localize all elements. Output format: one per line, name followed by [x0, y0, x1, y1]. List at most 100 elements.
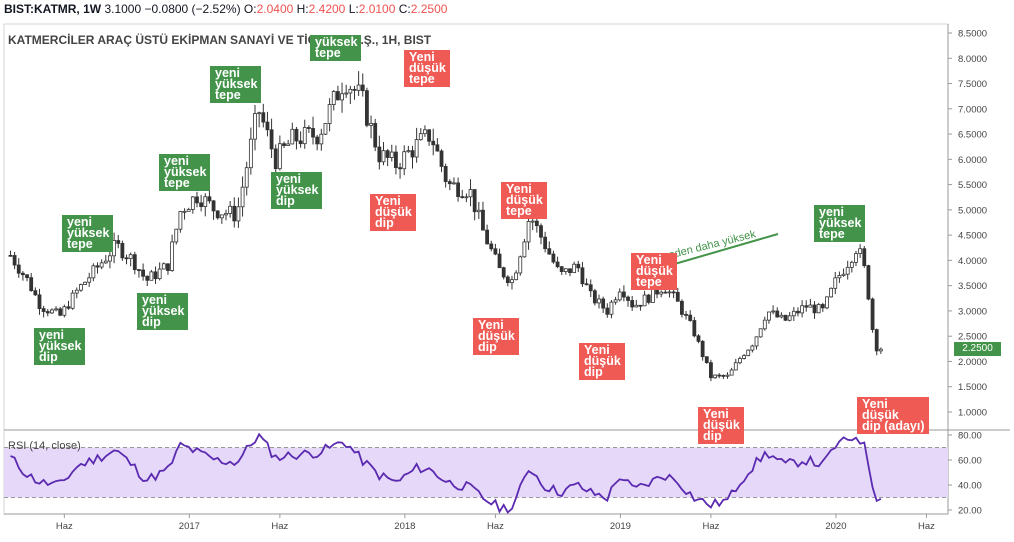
candle-body: [306, 127, 311, 129]
candle-body: [418, 133, 423, 141]
candle-body: [501, 267, 506, 278]
candle-body: [510, 279, 514, 284]
candle-body: [725, 374, 730, 377]
time-tick-label: Haz: [918, 521, 935, 532]
candle: [62, 304, 67, 318]
rsi-tick-label: 40.00: [958, 481, 982, 492]
price-tick-label: 5.0000: [958, 205, 987, 216]
candle: [787, 311, 792, 322]
candle-body: [505, 276, 510, 284]
candle: [178, 210, 183, 233]
candle: [360, 73, 365, 97]
candle-body: [83, 281, 87, 285]
close-value: 2.2500: [410, 2, 448, 16]
candle-body: [195, 196, 199, 204]
candle: [174, 228, 179, 245]
candle: [16, 258, 21, 278]
candle-body: [742, 355, 746, 359]
candle-body: [16, 264, 21, 274]
candle: [410, 145, 415, 169]
candle-body: [443, 166, 448, 183]
candle-body: [277, 143, 282, 170]
candle-body: [613, 299, 618, 303]
candle-body: [91, 265, 96, 279]
candle: [601, 296, 606, 313]
candle-body: [29, 277, 34, 292]
candle: [493, 243, 498, 256]
candle-body: [849, 261, 854, 268]
candle: [572, 261, 577, 274]
candle-body: [58, 308, 63, 316]
candle-body: [103, 260, 108, 264]
candle: [335, 85, 340, 101]
candle: [116, 235, 121, 249]
candle: [91, 263, 96, 282]
candle: [800, 300, 805, 318]
candle: [58, 306, 63, 317]
candle: [8, 250, 13, 257]
rsi-tick-label: 80.00: [958, 431, 982, 442]
candle-body: [650, 287, 655, 303]
candle-body: [481, 209, 485, 231]
candle-body: [149, 271, 154, 281]
candle-body: [37, 294, 42, 310]
candle-body: [319, 133, 324, 145]
candle-body: [621, 291, 626, 298]
candle: [306, 125, 311, 133]
candle: [547, 241, 552, 255]
candle-body: [563, 268, 568, 272]
candle: [534, 217, 539, 233]
candle: [365, 87, 369, 128]
candle: [236, 197, 241, 228]
candle-body: [199, 202, 204, 207]
candle-body: [265, 121, 270, 131]
candle-body: [348, 88, 353, 94]
candle: [659, 290, 664, 298]
candle-body: [385, 150, 390, 158]
candle: [646, 293, 651, 305]
candle: [688, 310, 693, 322]
candle-body: [153, 271, 158, 280]
candle: [812, 301, 817, 319]
candle-body: [878, 348, 883, 352]
candle: [472, 189, 477, 221]
candle: [157, 262, 162, 281]
candle-body: [20, 272, 25, 276]
last-price-tag: 2.2500: [954, 342, 1001, 356]
annotation-label: yeni yüksek tepe: [159, 154, 211, 191]
candle: [45, 308, 50, 317]
candle-body: [87, 277, 92, 283]
candle: [845, 260, 850, 280]
candle-body: [128, 254, 133, 259]
close-label: C:: [398, 2, 411, 16]
candle-body: [215, 210, 220, 219]
candle-body: [609, 301, 614, 315]
candle: [33, 287, 38, 296]
annotation-label: Yeni düşük dip: [370, 194, 416, 231]
time-tick-label: 2017: [179, 521, 200, 532]
price-tick-label: 2.0000: [958, 357, 987, 368]
candle: [605, 303, 610, 318]
candle: [294, 126, 299, 150]
candle-body: [837, 275, 842, 279]
candle: [50, 308, 54, 314]
candle: [733, 358, 738, 371]
candle: [323, 123, 328, 136]
candle-body: [841, 273, 846, 276]
candle-body: [605, 307, 610, 315]
candle: [273, 144, 278, 175]
candle: [398, 162, 402, 179]
candle-body: [70, 292, 75, 309]
candle: [79, 283, 83, 292]
candle-body: [721, 375, 726, 377]
candle: [290, 122, 295, 145]
symbol-name[interactable]: BIST:KATMR, 1W: [4, 2, 102, 16]
candle-body: [754, 336, 759, 347]
time-tick-label: 2020: [825, 521, 846, 532]
candle-body: [54, 308, 58, 311]
time-tick-label: Haz: [487, 521, 504, 532]
candle: [837, 271, 842, 283]
candle: [356, 71, 361, 96]
candle-body: [791, 310, 796, 317]
